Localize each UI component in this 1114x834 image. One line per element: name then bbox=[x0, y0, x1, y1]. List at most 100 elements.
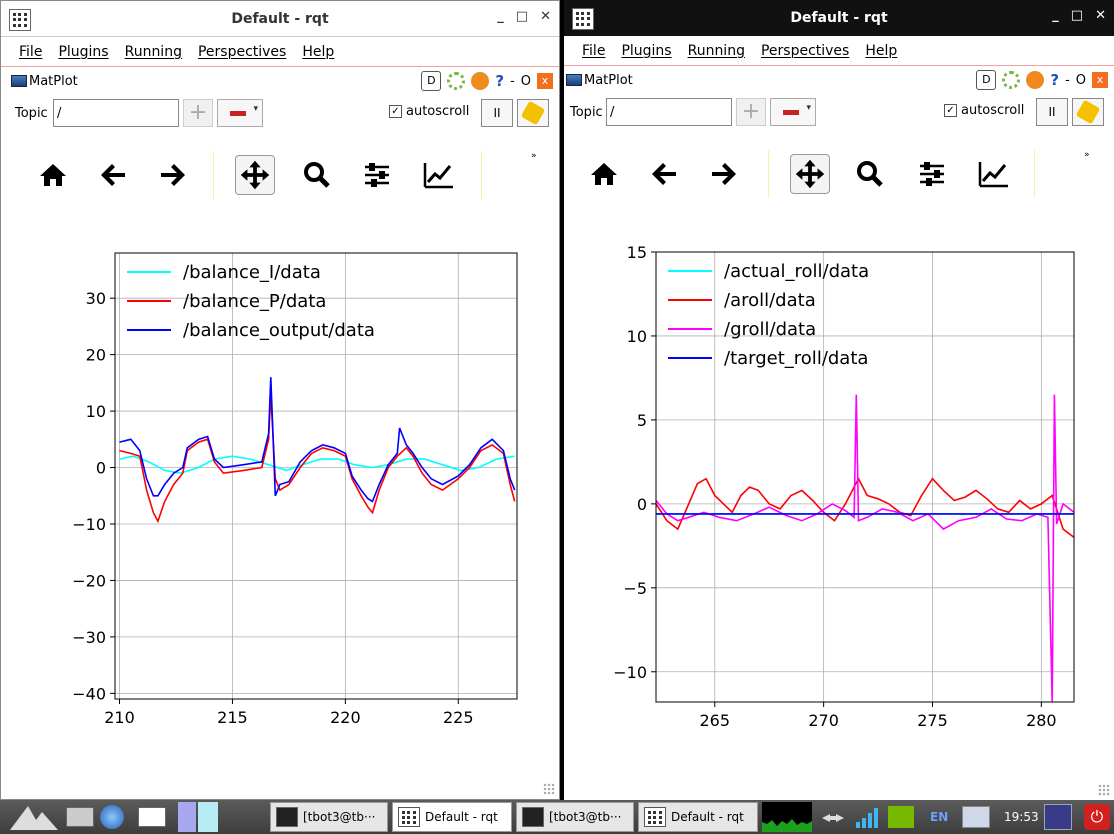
rqt-window-left[interactable]: Default - rqt _ □ ✕ File Plugins Running… bbox=[0, 0, 560, 800]
back-arrow-icon[interactable] bbox=[644, 154, 684, 194]
menu-help[interactable]: Help bbox=[865, 42, 898, 59]
gear-icon[interactable] bbox=[1002, 71, 1021, 89]
plot-area[interactable]: 210 215 220 225 −40 −30 −20 −10 0 10 20 30/balance_… bbox=[1, 205, 559, 799]
close-button[interactable]: ✕ bbox=[540, 9, 551, 24]
maximize-button[interactable]: □ bbox=[1070, 8, 1084, 23]
menu-plugins[interactable]: Plugins bbox=[58, 43, 109, 60]
maximize-button[interactable]: □ bbox=[515, 9, 529, 24]
toolbar-separator bbox=[481, 151, 482, 199]
remove-topic-button[interactable] bbox=[217, 99, 263, 127]
taskbar-item-rqt-1[interactable]: Default - rqt bbox=[392, 802, 512, 832]
dock-button[interactable]: D bbox=[976, 70, 997, 90]
minimize-plugin-button[interactable]: - bbox=[510, 73, 515, 89]
x-tick-label: 280 bbox=[1026, 711, 1057, 730]
help-button[interactable]: ? bbox=[1050, 71, 1060, 89]
reload-icon[interactable] bbox=[1026, 71, 1045, 89]
app-grid-icon bbox=[9, 9, 31, 31]
home-icon[interactable] bbox=[584, 154, 624, 194]
nvidia-icon[interactable] bbox=[888, 802, 914, 832]
keyboard-layout-indicator[interactable]: EN bbox=[930, 810, 949, 824]
start-menu-icon[interactable] bbox=[6, 802, 62, 832]
menu-running[interactable]: Running bbox=[124, 43, 182, 60]
pan-move-icon[interactable] bbox=[235, 155, 275, 195]
help-button[interactable]: ? bbox=[495, 72, 505, 90]
autoscroll-checkbox[interactable]: ✓ autoscroll bbox=[389, 104, 469, 119]
notification-icon[interactable] bbox=[962, 802, 990, 832]
windows-launcher-icon[interactable] bbox=[138, 802, 166, 832]
signal-strength-icon[interactable] bbox=[854, 802, 882, 832]
pause-button[interactable]: II bbox=[1036, 98, 1068, 126]
menu-perspectives[interactable]: Perspectives bbox=[760, 42, 850, 59]
float-plugin-button[interactable]: O bbox=[520, 73, 531, 89]
minimize-button[interactable]: _ bbox=[497, 9, 504, 24]
resize-grip[interactable] bbox=[1098, 784, 1110, 796]
lock-screen-icon[interactable] bbox=[1044, 802, 1072, 832]
menu-help[interactable]: Help bbox=[302, 43, 335, 60]
y-tick-label: −10 bbox=[613, 663, 647, 682]
reload-icon[interactable] bbox=[471, 72, 490, 90]
edit-axes-icon[interactable] bbox=[419, 155, 459, 195]
autoscroll-check[interactable]: ✓ bbox=[389, 105, 402, 118]
y-tick-label: 10 bbox=[86, 402, 106, 421]
float-plugin-button[interactable]: O bbox=[1075, 72, 1086, 88]
plot-area[interactable]: 265 270 275 280 −10 −5 0 5 10 15/actual_roll/data… bbox=[564, 204, 1114, 800]
chart-canvas[interactable]: 265 270 275 280 −10 −5 0 5 10 15/actual_roll/data… bbox=[564, 204, 1114, 756]
autoscroll-checkbox[interactable]: ✓ autoscroll bbox=[944, 103, 1024, 118]
edit-axes-icon[interactable] bbox=[974, 154, 1014, 194]
zoom-magnifier-icon[interactable] bbox=[850, 154, 890, 194]
zoom-magnifier-icon[interactable] bbox=[297, 155, 337, 195]
x-tick-label: 275 bbox=[917, 711, 948, 730]
autoscroll-check[interactable]: ✓ bbox=[944, 104, 957, 117]
title-bar[interactable]: Default - rqt _ □ ✕ bbox=[564, 0, 1114, 36]
rqt-window-right[interactable]: Default - rqt _ □ ✕ File Plugins Running… bbox=[564, 0, 1114, 800]
forward-arrow-icon[interactable] bbox=[704, 154, 744, 194]
x-tick-label: 225 bbox=[443, 708, 474, 727]
network-icon[interactable] bbox=[820, 802, 846, 832]
menu-running[interactable]: Running bbox=[687, 42, 745, 59]
toolbar-overflow-button[interactable]: » bbox=[1084, 150, 1090, 160]
close-plugin-button[interactable]: x bbox=[1092, 72, 1108, 88]
terminal-launcher-icon[interactable] bbox=[66, 802, 94, 832]
workspace-2-button[interactable] bbox=[198, 802, 218, 832]
chart-canvas[interactable]: 210 215 220 225 −40 −30 −20 −10 0 10 20 30/balance_… bbox=[1, 205, 559, 757]
menu-file[interactable]: File bbox=[582, 42, 606, 59]
add-topic-button[interactable]: + bbox=[736, 98, 766, 126]
forward-arrow-icon[interactable] bbox=[153, 155, 193, 195]
power-icon[interactable]: ⏻ bbox=[1084, 802, 1110, 832]
menu-plugins[interactable]: Plugins bbox=[621, 42, 672, 59]
minimize-plugin-button[interactable]: - bbox=[1065, 72, 1070, 88]
browser-launcher-icon[interactable] bbox=[100, 802, 124, 832]
back-arrow-icon[interactable] bbox=[93, 155, 133, 195]
gear-icon[interactable] bbox=[447, 72, 466, 90]
pause-button[interactable]: II bbox=[481, 99, 513, 127]
workspace-1-button[interactable] bbox=[178, 802, 196, 832]
taskbar-item-rqt-2[interactable]: Default - rqt bbox=[638, 802, 758, 832]
taskbar-item-terminal-2[interactable]: [tbot3@tb··· bbox=[516, 802, 634, 832]
x-tick-label: 215 bbox=[217, 708, 248, 727]
topic-input[interactable] bbox=[606, 98, 732, 126]
taskbar-item-terminal-1[interactable]: [tbot3@tb··· bbox=[270, 802, 388, 832]
resize-grip[interactable] bbox=[543, 783, 555, 795]
clear-button[interactable] bbox=[1072, 98, 1104, 126]
dock-button[interactable]: D bbox=[421, 71, 442, 91]
close-button[interactable]: ✕ bbox=[1095, 8, 1106, 23]
y-tick-label: −40 bbox=[72, 684, 106, 703]
minimize-button[interactable]: _ bbox=[1052, 8, 1059, 23]
menu-perspectives[interactable]: Perspectives bbox=[197, 43, 287, 60]
remove-topic-button[interactable] bbox=[770, 98, 816, 126]
pan-move-icon[interactable] bbox=[790, 154, 830, 194]
terminal-icon bbox=[276, 807, 298, 827]
close-plugin-button[interactable]: x bbox=[537, 73, 553, 89]
topic-input[interactable] bbox=[53, 99, 179, 127]
add-topic-button[interactable]: + bbox=[183, 99, 213, 127]
plugin-header: MatPlot D ? - O x bbox=[564, 66, 1114, 96]
configure-subplots-icon[interactable] bbox=[357, 155, 397, 195]
legend-label: /aroll/data bbox=[724, 290, 816, 311]
clear-button[interactable] bbox=[517, 99, 549, 127]
configure-subplots-icon[interactable] bbox=[912, 154, 952, 194]
menu-file[interactable]: File bbox=[19, 43, 43, 60]
taskbar-item-label: [tbot3@tb··· bbox=[303, 810, 376, 824]
title-bar[interactable]: Default - rqt _ □ ✕ bbox=[1, 1, 559, 37]
home-icon[interactable] bbox=[33, 155, 73, 195]
toolbar-overflow-button[interactable]: » bbox=[531, 151, 537, 161]
